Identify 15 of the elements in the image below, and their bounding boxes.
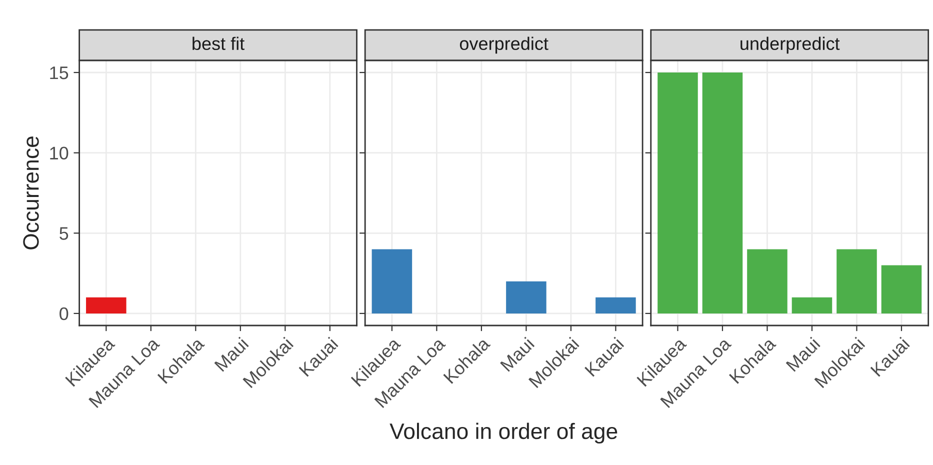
y-tick-label: 10: [50, 146, 68, 160]
bar: [658, 72, 698, 314]
chart-title: underpredict: [740, 36, 840, 54]
x-axis-title: Volcano in order of age: [390, 422, 618, 444]
y-tick-label: 0: [60, 307, 68, 320]
chart-title: best fit: [192, 36, 244, 50]
y-tick-label: 15: [50, 66, 68, 80]
bar: [881, 265, 922, 314]
chart-title: overpredict: [460, 36, 548, 54]
bar: [702, 72, 743, 314]
bar: [792, 297, 832, 314]
bar: [747, 249, 788, 314]
y-tick-label: 5: [60, 227, 68, 240]
bar: [836, 249, 877, 314]
y-axis-title: Occurrence: [23, 136, 39, 250]
